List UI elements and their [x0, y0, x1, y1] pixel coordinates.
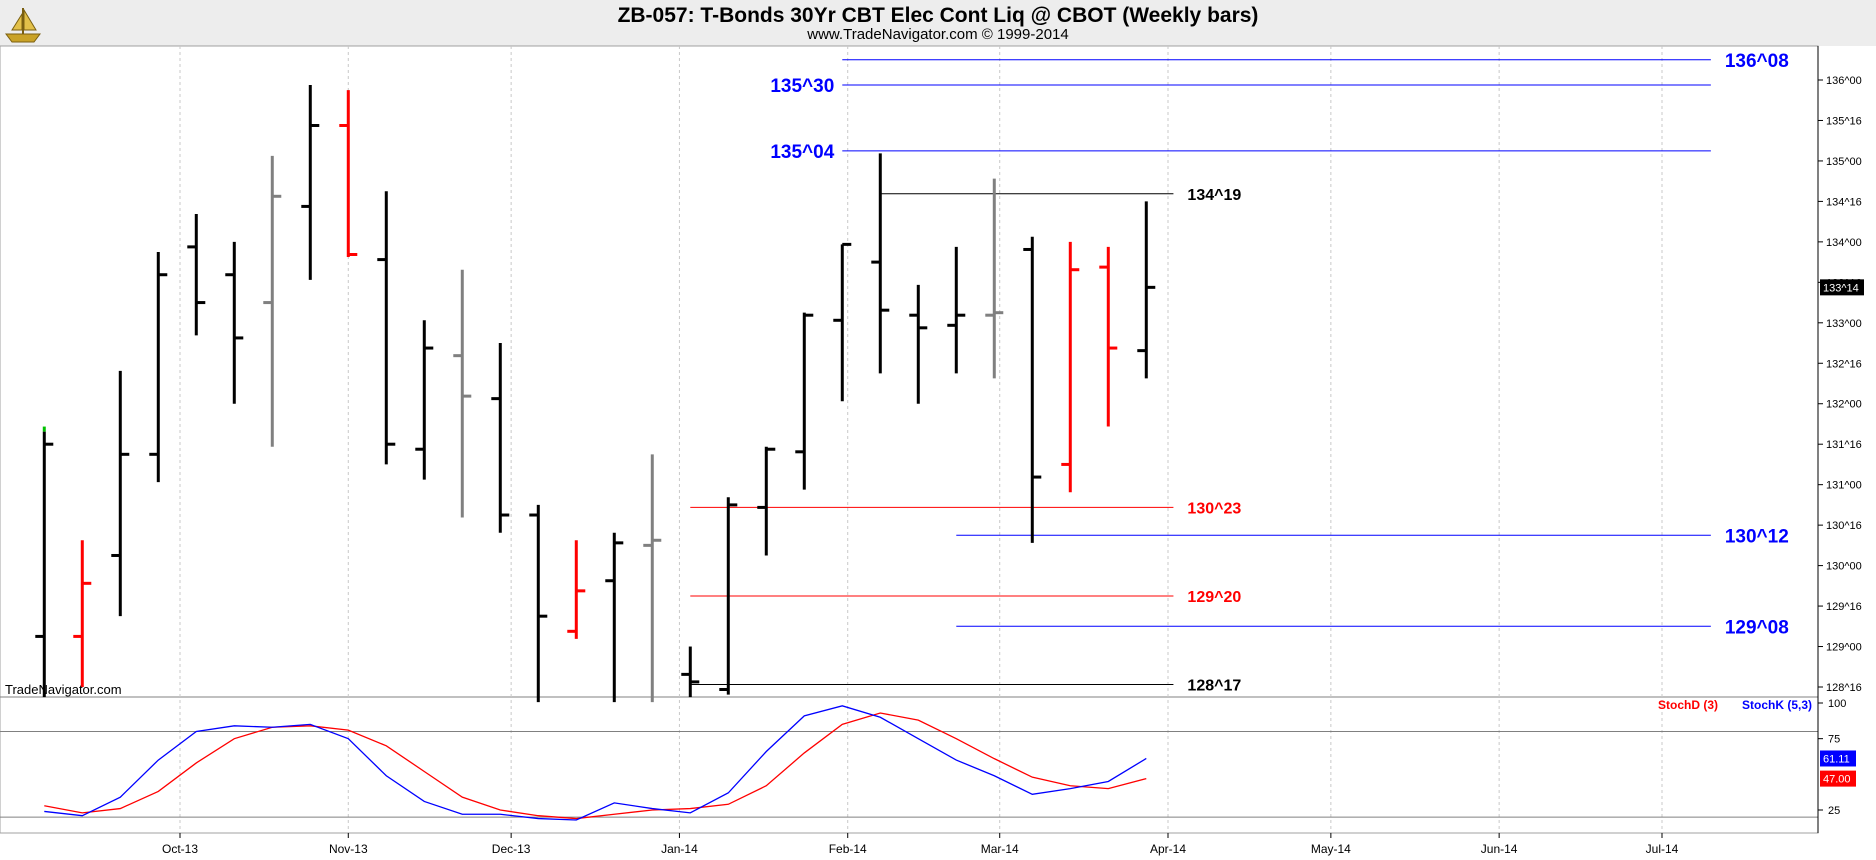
- stoch-line-stochd: [44, 712, 1147, 820]
- level-label: 128^17: [1187, 677, 1241, 694]
- y-tick-label: 130^00: [1826, 561, 1862, 573]
- ohlc-bar: [947, 246, 966, 374]
- ohlc-bar: [1137, 201, 1156, 379]
- ohlc-bar: [795, 312, 814, 490]
- price-levels: 136^08 135^30 135^04 134^19 130^23 130^12 129^…: [690, 51, 1789, 694]
- ohlc-bar: [985, 178, 1004, 379]
- level-label: 129^20: [1187, 589, 1241, 606]
- ohlc-bar: [225, 241, 244, 404]
- level-label: 130^12: [1725, 526, 1789, 547]
- last-price-tag: [1820, 279, 1864, 296]
- ohlc-bar: [871, 153, 890, 374]
- ohlc-bar: [453, 269, 472, 518]
- last-price-label: 133^14: [1823, 282, 1859, 294]
- y-tick-label: 133^00: [1826, 318, 1862, 330]
- ohlc-bar: [833, 242, 852, 402]
- ohlc-bar: [1061, 241, 1080, 493]
- stoch-value-tag: [1820, 750, 1856, 767]
- y-tick-label: 128^16: [1826, 682, 1862, 694]
- grid-lines: [0, 45, 1819, 834]
- level-label: 130^23: [1187, 500, 1241, 517]
- x-tick-label: Jun-14: [1481, 842, 1518, 856]
- ohlc-bar: [643, 454, 662, 703]
- ohlc-bar: [73, 540, 92, 687]
- x-tick-label: Nov-13: [329, 842, 368, 856]
- stoch-y-tick-label: 25: [1828, 805, 1840, 817]
- x-tick-label: Jul-14: [1646, 842, 1679, 856]
- y-tick-label: 136^00: [1826, 75, 1862, 87]
- y-tick-label: 131^00: [1826, 480, 1862, 492]
- x-tick-label: May-14: [1311, 842, 1351, 856]
- ohlc-bar: [491, 343, 510, 533]
- ohlc-bar: [1099, 246, 1118, 427]
- ohlc-bar: [757, 446, 776, 556]
- ohlc-bar: [681, 646, 700, 698]
- ohlc-bar: [567, 540, 586, 639]
- y-tick-label: 131^16: [1826, 439, 1862, 451]
- ohlc-bar: [377, 191, 396, 465]
- ohlc-bar: [35, 431, 54, 698]
- x-tick-label: Oct-13: [162, 842, 198, 856]
- stoch-value-tag: [1820, 770, 1856, 787]
- ohlc-bar: [529, 504, 548, 703]
- ohlc-bar: [149, 251, 168, 483]
- y-tick-label: 134^16: [1826, 196, 1862, 208]
- stochastic-panel: StochK (5,3) StochD (3): [0, 698, 1818, 821]
- level-label: 135^04: [770, 142, 834, 163]
- stoch-legend-item: StochK (5,3): [1742, 698, 1812, 712]
- level-label: 135^30: [770, 76, 834, 97]
- y-tick-label: 135^00: [1826, 156, 1862, 168]
- stoch-value-label: 47.00: [1823, 774, 1851, 786]
- axes: Oct-13 Nov-13 Dec-13 Jan-14 Feb-14 Mar-14 Apr-…: [162, 46, 1864, 856]
- y-tick-label: 132^16: [1826, 358, 1862, 370]
- y-tick-label: 129^00: [1826, 642, 1862, 654]
- stoch-value-label: 61.11: [1823, 753, 1850, 765]
- ohlc-bar: [301, 85, 320, 280]
- y-tick-label: 134^00: [1826, 237, 1862, 249]
- ohlc-bar: [187, 214, 206, 336]
- y-tick-label: 135^16: [1826, 115, 1862, 127]
- chart-subtitle: www.TradeNavigator.com © 1999-2014: [807, 26, 1069, 43]
- stoch-legend-item: StochD (3): [1658, 698, 1718, 712]
- chart-title: ZB-057: T-Bonds 30Yr CBT Elec Cont Liq @…: [617, 4, 1259, 27]
- chart-header: ZB-057: T-Bonds 30Yr CBT Elec Cont Liq @…: [0, 0, 1876, 46]
- level-label: 134^19: [1187, 187, 1241, 204]
- x-tick-label: Mar-14: [981, 842, 1019, 856]
- watermark-text: TradeNavigator.com: [5, 682, 122, 697]
- ohlc-bar: [339, 90, 358, 258]
- trade-navigator-ship-icon: [2, 2, 44, 44]
- ohlc-bar: [111, 370, 130, 617]
- ohlc-bar: [719, 497, 738, 695]
- ohlc-bar: [909, 284, 928, 404]
- x-tick-label: Apr-14: [1150, 842, 1186, 856]
- ohlc-bar: [415, 320, 434, 480]
- x-tick-label: Feb-14: [829, 842, 867, 856]
- stoch-y-tick-label: 75: [1828, 734, 1840, 746]
- y-tick-label: 130^16: [1826, 520, 1862, 532]
- y-tick-label: 132^00: [1826, 399, 1862, 411]
- ohlc-bar: [1023, 236, 1042, 543]
- ohlc-bar: [605, 532, 624, 703]
- y-tick-label: 129^16: [1826, 601, 1862, 613]
- x-tick-label: Dec-13: [492, 842, 531, 856]
- stoch-y-tick-label: 100: [1828, 698, 1846, 710]
- level-label: 129^08: [1725, 617, 1789, 638]
- price-bars: [35, 85, 1156, 703]
- x-tick-label: Jan-14: [661, 842, 698, 856]
- level-label: 136^08: [1725, 51, 1789, 72]
- stoch-line-stochk: [44, 705, 1147, 821]
- ohlc-bar: [263, 155, 282, 447]
